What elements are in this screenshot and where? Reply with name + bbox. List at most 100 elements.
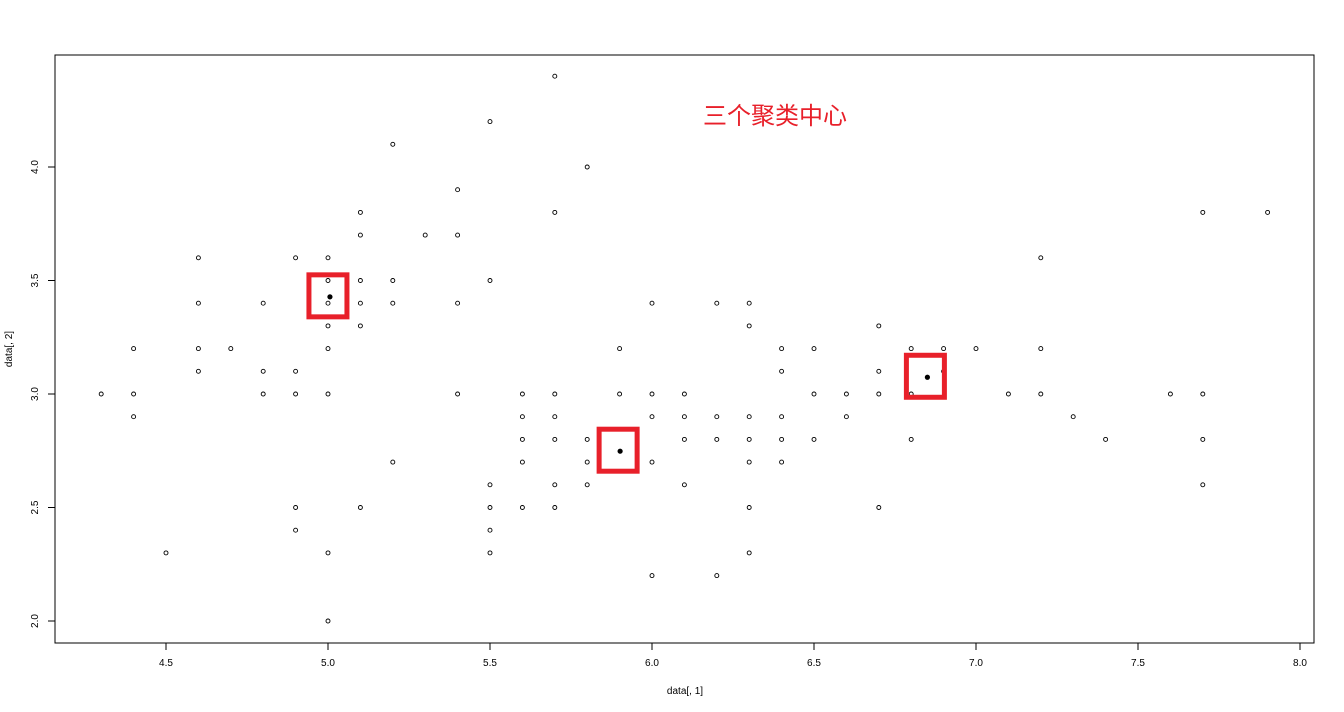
- data-point: [455, 391, 461, 397]
- data-point: [617, 391, 623, 397]
- data-point: [519, 414, 525, 420]
- y-tick-label: 2.0: [30, 614, 41, 628]
- data-point: [876, 505, 882, 510]
- data-point: [876, 391, 882, 397]
- data-point: [843, 391, 849, 397]
- data-point: [714, 300, 720, 306]
- data-point: [552, 209, 558, 215]
- x-tick-label: 5.0: [321, 658, 335, 669]
- x-axis-title: data[, 1]: [667, 686, 703, 697]
- data-point: [746, 459, 752, 465]
- data-point: [1200, 436, 1206, 442]
- data-point: [325, 300, 331, 306]
- data-point: [195, 255, 201, 261]
- data-point: [131, 391, 137, 397]
- data-point: [746, 550, 752, 556]
- data-point: [228, 346, 234, 352]
- x-tick-label: 5.5: [483, 658, 497, 669]
- data-point: [1038, 391, 1044, 397]
- data-point: [973, 346, 979, 352]
- data-point: [552, 414, 558, 420]
- data-point: [1167, 391, 1173, 397]
- data-point: [779, 346, 785, 352]
- cluster-center-point: [924, 374, 931, 380]
- data-point: [584, 482, 590, 488]
- data-point: [908, 346, 914, 352]
- data-points: [98, 73, 1271, 624]
- data-point: [131, 414, 137, 420]
- y-tick-label: 3.0: [30, 387, 41, 401]
- y-axis-title: data[, 2]: [4, 331, 15, 367]
- data-point: [779, 459, 785, 465]
- x-axis: 4.5 5.0 5.5 6.0 6.5 7.0 7.5 8.0: [159, 642, 1307, 669]
- data-point: [811, 436, 817, 442]
- data-point: [357, 300, 363, 306]
- data-point: [681, 482, 687, 488]
- data-point: [1200, 482, 1206, 488]
- data-point: [714, 573, 720, 579]
- data-point: [746, 436, 752, 442]
- data-point: [325, 550, 331, 556]
- data-point: [131, 346, 137, 352]
- data-point: [293, 368, 299, 374]
- data-point: [584, 436, 590, 442]
- data-point: [293, 391, 299, 397]
- data-point: [811, 346, 817, 352]
- data-point: [552, 505, 558, 510]
- data-point: [681, 436, 687, 442]
- plot-frame: [54, 54, 1315, 644]
- data-point: [260, 391, 266, 397]
- center-highlight-boxes: [306, 272, 947, 474]
- data-point: [617, 346, 623, 352]
- data-point: [649, 573, 655, 579]
- data-point: [746, 323, 752, 329]
- data-point: [1200, 209, 1206, 215]
- data-point: [195, 300, 201, 306]
- data-point: [649, 300, 655, 306]
- cluster-centers-annotation: 三个聚类中心: [703, 102, 847, 130]
- data-point: [1038, 346, 1044, 352]
- data-point: [843, 414, 849, 420]
- x-tick-label: 8.0: [1293, 658, 1307, 669]
- data-point: [876, 323, 882, 329]
- data-point: [1070, 414, 1076, 420]
- data-point: [552, 436, 558, 442]
- data-point: [941, 346, 947, 352]
- x-tick-label: 7.0: [969, 658, 983, 669]
- data-point: [519, 459, 525, 465]
- data-point: [325, 255, 331, 261]
- x-tick-label: 6.0: [645, 658, 659, 669]
- data-point: [487, 119, 493, 125]
- data-point: [1103, 436, 1109, 442]
- data-point: [1005, 391, 1011, 397]
- data-point: [552, 73, 558, 79]
- data-point: [357, 209, 363, 215]
- data-point: [746, 300, 752, 306]
- x-tick-label: 7.5: [1131, 658, 1145, 669]
- data-point: [487, 278, 493, 283]
- data-point: [487, 527, 493, 533]
- y-tick-label: 2.5: [30, 500, 41, 514]
- cluster-center-highlight: [596, 426, 640, 474]
- data-point: [908, 436, 914, 442]
- data-point: [487, 550, 493, 556]
- data-point: [649, 391, 655, 397]
- data-point: [552, 482, 558, 488]
- y-tick-label: 3.5: [30, 273, 41, 287]
- data-point: [584, 459, 590, 465]
- data-point: [519, 505, 525, 510]
- data-point: [1200, 391, 1206, 397]
- cluster-center-highlight: [903, 352, 947, 400]
- data-point: [779, 414, 785, 420]
- data-point: [325, 323, 331, 329]
- data-point: [357, 323, 363, 329]
- data-point: [163, 550, 169, 556]
- data-point: [293, 505, 299, 510]
- data-point: [195, 368, 201, 374]
- data-point: [876, 368, 882, 374]
- data-point: [357, 278, 363, 283]
- cluster-center-highlight: [306, 272, 350, 320]
- data-point: [325, 618, 331, 624]
- data-point: [714, 414, 720, 420]
